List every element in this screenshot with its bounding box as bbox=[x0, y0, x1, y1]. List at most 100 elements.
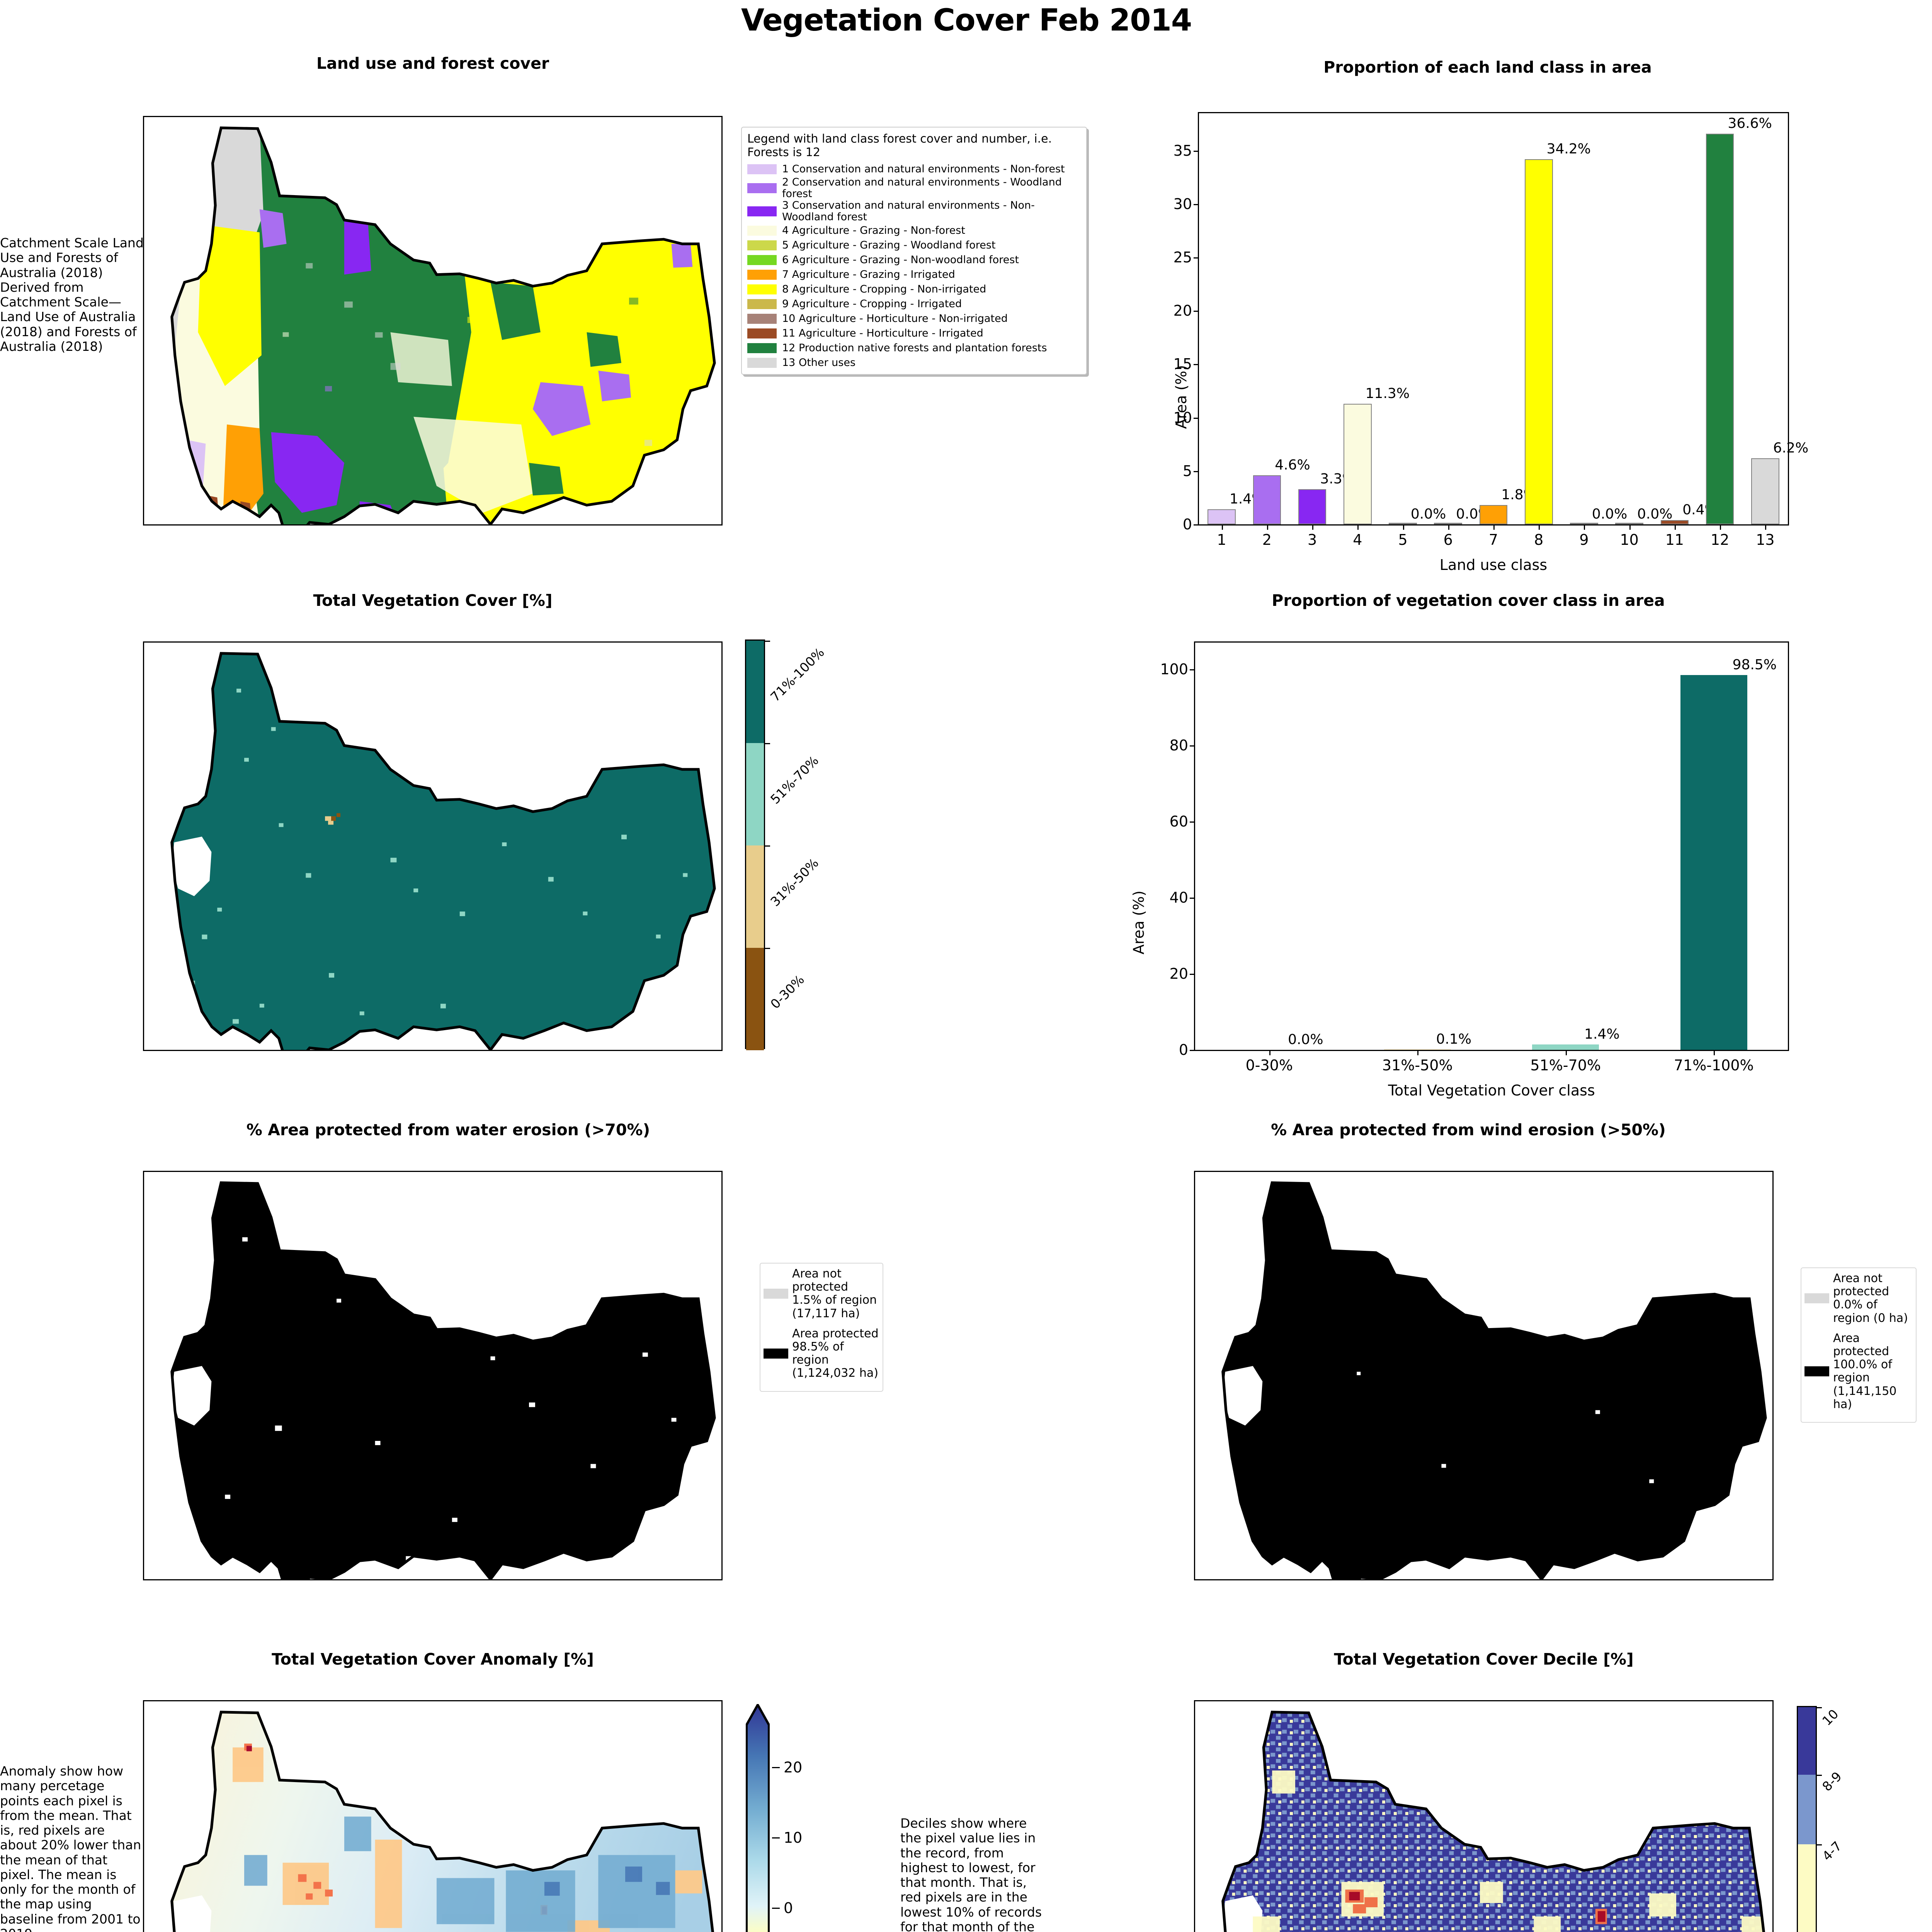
wind-erosion-map-axes[interactable] bbox=[1194, 1171, 1774, 1580]
water-erosion-legend-item-not-protected[interactable]: Area not protected 1.5% of region (17,11… bbox=[764, 1267, 879, 1320]
bar-4[interactable] bbox=[1343, 403, 1372, 524]
wind-erosion-legend-item-not-protected[interactable]: Area not protected 0.0% of region (0 ha) bbox=[1804, 1272, 1913, 1325]
ytick-mark bbox=[1190, 821, 1195, 823]
land-use-map-axes[interactable] bbox=[143, 116, 723, 526]
decile-cbar-seg-8-9 bbox=[1798, 1775, 1816, 1844]
legend-label-6: 6 Agriculture - Grazing - Non-woodland f… bbox=[782, 253, 1019, 266]
bar-10[interactable] bbox=[1615, 523, 1644, 524]
bar-31%-50%[interactable] bbox=[1384, 1049, 1451, 1050]
legend-item-9[interactable]: 9 Agriculture - Cropping - Irrigated bbox=[747, 297, 1081, 311]
bar-51%-70%[interactable] bbox=[1532, 1044, 1599, 1050]
legend-item-5[interactable]: 5 Agriculture - Grazing - Woodland fores… bbox=[747, 238, 1081, 253]
xtick-mark bbox=[1714, 1050, 1715, 1055]
bar-value-label-10: 0.0% bbox=[1637, 506, 1673, 522]
ytick-mark bbox=[1194, 204, 1199, 205]
decile-cbar-seg-4-7 bbox=[1798, 1844, 1816, 1932]
land-use-source-note: Catchment Scale Land Use and Forests of … bbox=[0, 235, 144, 354]
cbar-seg-51-70 bbox=[746, 743, 764, 845]
bar-11[interactable] bbox=[1660, 520, 1689, 524]
decile-cbar-seg-10 bbox=[1798, 1707, 1816, 1775]
legend-label-7: 7 Agriculture - Grazing - Irrigated bbox=[782, 268, 955, 281]
bar-71%-100%[interactable] bbox=[1680, 675, 1747, 1050]
ytick-label-5: 5 bbox=[1182, 462, 1192, 480]
bar-12[interactable] bbox=[1706, 133, 1734, 524]
bar-7[interactable] bbox=[1479, 505, 1508, 524]
bar-13[interactable] bbox=[1751, 458, 1779, 524]
bar-5[interactable] bbox=[1389, 523, 1417, 524]
legend-item-2[interactable]: 2 Conservation and natural environments … bbox=[747, 176, 1081, 200]
cbar-seg-71-100 bbox=[746, 641, 764, 743]
xtick-mark bbox=[1312, 524, 1314, 530]
bar-6[interactable] bbox=[1434, 523, 1463, 524]
xtick-label-8: 8 bbox=[1534, 531, 1544, 548]
anomaly-cbar-label-10: 10 bbox=[784, 1829, 803, 1846]
ytick-mark bbox=[1190, 669, 1195, 670]
legend-label-8: 8 Agriculture - Cropping - Non-irrigated bbox=[782, 283, 986, 295]
bar-value-label-31%-50%: 0.1% bbox=[1436, 1031, 1472, 1048]
bar-3[interactable] bbox=[1298, 489, 1327, 524]
legend-swatch-icon-4 bbox=[747, 225, 777, 236]
wind-erosion-not-protected-label: Area not protected 0.0% of region (0 ha) bbox=[1833, 1272, 1908, 1325]
anomaly-colorbar[interactable] bbox=[745, 1702, 770, 1932]
protected-swatch-icon bbox=[764, 1349, 788, 1359]
xtick-mark bbox=[1357, 524, 1359, 530]
decile-explanation-note: Deciles show where the pixel value lies … bbox=[900, 1816, 1042, 1932]
decile-region bbox=[1195, 1701, 1772, 1932]
wind-erosion-legend-item-protected[interactable]: Area protected 100.0% of region (1,141,1… bbox=[1804, 1332, 1913, 1411]
ytick-mark bbox=[1194, 311, 1199, 312]
bar-value-label-51%-70%: 1.4% bbox=[1584, 1026, 1620, 1043]
water-erosion-map-axes[interactable] bbox=[143, 1171, 723, 1580]
legend-label-1: 1 Conservation and natural environments … bbox=[782, 163, 1065, 175]
veg-class-chart-axes[interactable]: 0.0% 0.1% 1.4% 98.5% 0-30% 31%-50% 51%-70% 71%… bbox=[1160, 641, 1789, 1074]
xtick-mark bbox=[1417, 1050, 1419, 1055]
legend-label-9: 9 Agriculture - Cropping - Irrigated bbox=[782, 298, 962, 310]
ytick-mark bbox=[1194, 471, 1199, 472]
bar-8[interactable] bbox=[1524, 159, 1553, 524]
xtick-mark bbox=[1629, 524, 1631, 530]
anomaly-cbar-label-20: 20 bbox=[784, 1759, 803, 1776]
legend-item-4[interactable]: 4 Agriculture - Grazing - Non-forest bbox=[747, 223, 1081, 238]
ytick-mark bbox=[1190, 1050, 1195, 1051]
land-class-chart-axes[interactable]: 1.4% 4.6% 3.3% 11.3% 0.0% 0.0% 1.8% 34.2% 0.0% 0.… bbox=[1173, 112, 1808, 548]
bar-1[interactable] bbox=[1208, 509, 1236, 524]
xtick-label-13: 13 bbox=[1756, 531, 1775, 548]
legend-swatch-icon-10 bbox=[747, 313, 777, 324]
legend-item-8[interactable]: 8 Agriculture - Cropping - Non-irrigated bbox=[747, 282, 1081, 297]
bar-2[interactable] bbox=[1253, 475, 1281, 524]
bar-9[interactable] bbox=[1570, 523, 1598, 524]
legend-item-1[interactable]: 1 Conservation and natural environments … bbox=[747, 162, 1081, 177]
legend-item-10[interactable]: 10 Agriculture - Horticulture - Non-irri… bbox=[747, 311, 1081, 326]
water-erosion-legend-item-protected[interactable]: Area protected 98.5% of region (1,124,03… bbox=[764, 1327, 879, 1380]
legend-item-7[interactable]: 7 Agriculture - Grazing - Irrigated bbox=[747, 267, 1081, 282]
legend-swatch-icon-1 bbox=[747, 164, 777, 174]
xtick-mark bbox=[1221, 524, 1223, 530]
anomaly-map-axes[interactable] bbox=[143, 1700, 723, 1932]
decile-colorbar[interactable] bbox=[1797, 1706, 1822, 1932]
ytick-label-40: 40 bbox=[1169, 889, 1188, 906]
cbar-seg-31-50 bbox=[746, 845, 764, 948]
veg-cover-colorbar[interactable] bbox=[745, 639, 770, 1050]
ytick-label-80: 80 bbox=[1169, 736, 1188, 754]
xtick-mark bbox=[1565, 1050, 1567, 1055]
xtick-label-51%-70%: 51%-70% bbox=[1530, 1057, 1601, 1074]
land-class-bars: 1.4% 4.6% 3.3% 11.3% 0.0% 0.0% 1.8% 34.2% 0.0% 0.… bbox=[1199, 113, 1808, 524]
xtick-mark bbox=[1448, 524, 1449, 530]
decile-cbar-label-8-9: 8-9 bbox=[1819, 1769, 1845, 1794]
legend-item-13[interactable]: 13 Other uses bbox=[747, 355, 1081, 370]
not-protected-swatch-icon bbox=[764, 1289, 788, 1299]
anomaly-cbar-tick-0 bbox=[772, 1908, 780, 1909]
xtick-label-4: 4 bbox=[1353, 531, 1362, 548]
wind-erosion-legend: Area not protected 0.0% of region (0 ha)… bbox=[1801, 1267, 1917, 1423]
legend-swatch-icon-5 bbox=[747, 240, 777, 250]
xtick-mark bbox=[1269, 1050, 1270, 1055]
legend-item-3[interactable]: 3 Conservation and natural environments … bbox=[747, 200, 1081, 223]
legend-item-6[interactable]: 6 Agriculture - Grazing - Non-woodland f… bbox=[747, 253, 1081, 267]
water-erosion-map-title: % Area protected from water erosion (>70… bbox=[246, 1121, 650, 1139]
xtick-label-1: 1 bbox=[1217, 531, 1226, 548]
legend-swatch-icon-2 bbox=[747, 183, 777, 194]
veg-cover-map-axes[interactable] bbox=[143, 641, 723, 1051]
xtick-mark bbox=[1539, 524, 1540, 530]
legend-item-11[interactable]: 11 Agriculture - Horticulture - Irrigate… bbox=[747, 326, 1081, 341]
legend-item-12[interactable]: 12 Production native forests and plantat… bbox=[747, 341, 1081, 355]
decile-map-axes[interactable] bbox=[1194, 1700, 1774, 1932]
